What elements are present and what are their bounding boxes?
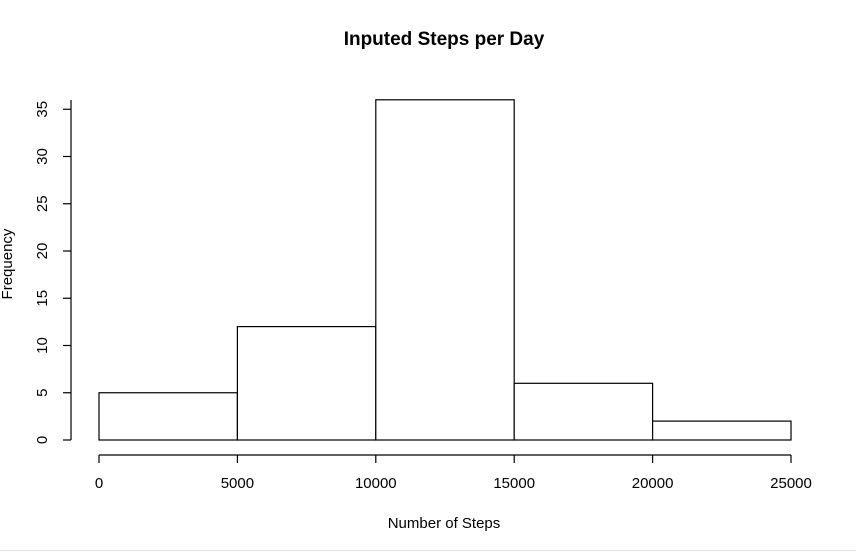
bottom-divider xyxy=(0,550,856,551)
y-tick-label: 30 xyxy=(34,148,51,165)
y-tick-label: 5 xyxy=(34,389,51,397)
y-axis-label: Frequency xyxy=(0,228,16,299)
x-tick-label: 25000 xyxy=(770,475,812,492)
histogram-bar xyxy=(651,420,792,441)
bars-group xyxy=(98,99,792,441)
chart-title: Inputed Steps per Day xyxy=(344,29,545,50)
histogram-bar xyxy=(98,392,238,441)
x-tick-label: 0 xyxy=(95,475,103,492)
y-tick-label: 20 xyxy=(34,243,51,260)
x-tick-label: 5000 xyxy=(221,475,254,492)
y-axis: 0 5 10 15 20 25 30 35 xyxy=(34,100,72,444)
y-tick-label: 0 xyxy=(34,436,51,444)
x-tick-label: 15000 xyxy=(493,475,535,492)
y-tick-label: 25 xyxy=(34,195,51,212)
y-tick-label: 10 xyxy=(34,337,51,354)
histogram-bar xyxy=(236,326,377,441)
x-tick-label: 10000 xyxy=(355,475,397,492)
x-axis: 0 5000 10000 15000 20000 25000 xyxy=(95,454,812,492)
histogram-bar xyxy=(513,382,654,441)
histogram-bar xyxy=(375,99,515,441)
x-axis-label: Number of Steps xyxy=(388,515,501,532)
y-tick-label: 15 xyxy=(34,290,51,307)
y-tick-label: 35 xyxy=(34,101,51,118)
x-tick-label: 20000 xyxy=(632,475,674,492)
